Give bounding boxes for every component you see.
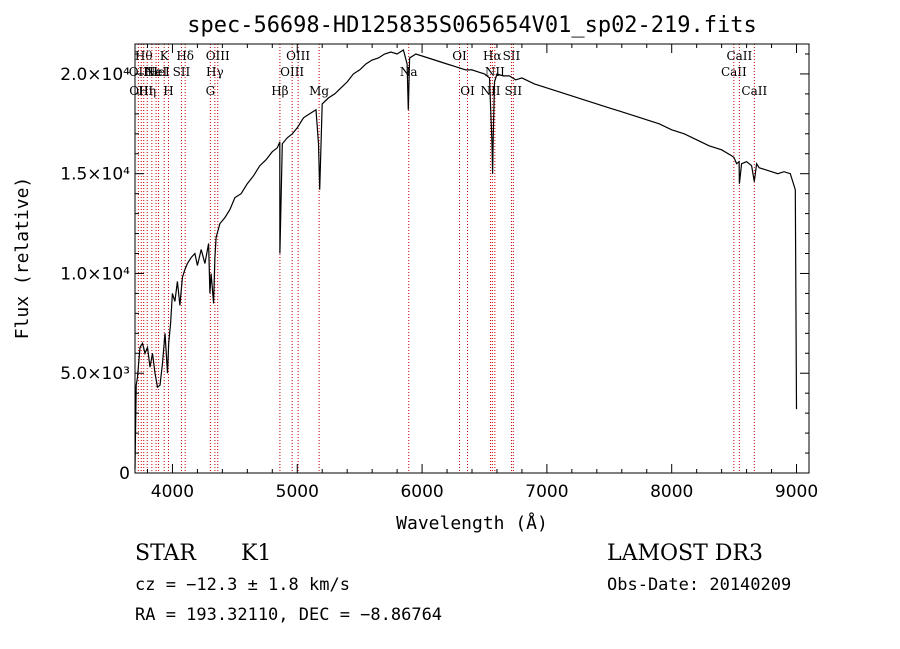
line-marker-label-3: Hη (138, 84, 156, 98)
line-marker-label-28: CaII (741, 84, 767, 98)
line-marker-label-26: CaII (721, 65, 747, 79)
line-marker-label-24: SII (503, 49, 521, 63)
x-axis: 4000 5000 6000 7000 8000 9000 (146, 44, 818, 502)
line-marker-label-6: HeI (147, 65, 170, 79)
x-tick-label-1: 5000 (276, 482, 319, 502)
x-tick-label-3: 7000 (525, 482, 568, 502)
y-tick-label-2: 1.0×10⁴ (60, 264, 130, 284)
object-class: STAR (135, 541, 197, 566)
x-tick-label-2: 6000 (400, 482, 443, 502)
y-axis-label: Flux (relative) (12, 177, 33, 340)
line-marker-label-27: CaII (726, 49, 752, 63)
coordinates: RA = 193.32110, DEC = −8.86764 (135, 605, 442, 625)
line-marker-label-8: H (163, 84, 173, 98)
line-marker-label-10: Hδ (176, 49, 194, 63)
line-marker-label-16: OIII (286, 49, 310, 63)
line-marker-label-2: Hθ (135, 49, 153, 63)
observation-date: Obs-Date: 20140209 (607, 575, 791, 595)
y-tick-label-3: 1.5×10⁴ (60, 165, 130, 185)
x-tick-label-0: 4000 (151, 482, 194, 502)
line-marker-label-21: NII (480, 84, 500, 98)
line-marker-label-19: OI (452, 49, 467, 63)
y-tick-label-4: 2.0×10⁴ (60, 65, 130, 85)
line-marker-label-14: Hβ (271, 84, 288, 98)
line-marker-label-20: OI (460, 84, 475, 98)
spectrum-series (134, 49, 798, 470)
x-tick-label-5: 9000 (775, 482, 818, 502)
y-axis: 0 5.0×10³ 1.0×10⁴ 1.5×10⁴ 2.0×10⁴ (60, 53, 809, 484)
line-marker-label-12: Hγ (206, 65, 224, 79)
line-marker-label-13: OIII (206, 49, 230, 63)
survey-name: LAMOST DR3 (607, 541, 763, 566)
line-marker-label-15: OIII (280, 65, 304, 79)
y-tick-label-0: 0 (119, 464, 130, 484)
chart-title: spec-56698-HD125835S065654V01_sp02-219.f… (187, 13, 757, 38)
line-marker-label-25: SII (504, 84, 522, 98)
line-marker-label-17: Mg (309, 84, 329, 98)
line-marker-label-5: NeI (145, 65, 168, 79)
x-axis-label: Wavelength (Å) (396, 512, 548, 534)
line-marker-label-9: SII (173, 65, 191, 79)
x-tick-label-4: 8000 (650, 482, 693, 502)
spectrum-line-0 (134, 49, 798, 470)
line-marker-label-7: K (160, 49, 170, 63)
y-tick-label-1: 5.0×10³ (60, 364, 130, 384)
line-marker-label-11: G (206, 84, 216, 98)
line-markers: OIIOIIIHθHηHεNeIHeIKHSIIHδGHγOIIIHβOIIIO… (129, 44, 767, 473)
redshift-info: cz = −12.3 ± 1.8 km/s (135, 575, 350, 595)
object-subclass: K1 (241, 541, 271, 566)
plot-frame (134, 43, 810, 474)
line-marker-label-22: Hα (483, 49, 502, 63)
